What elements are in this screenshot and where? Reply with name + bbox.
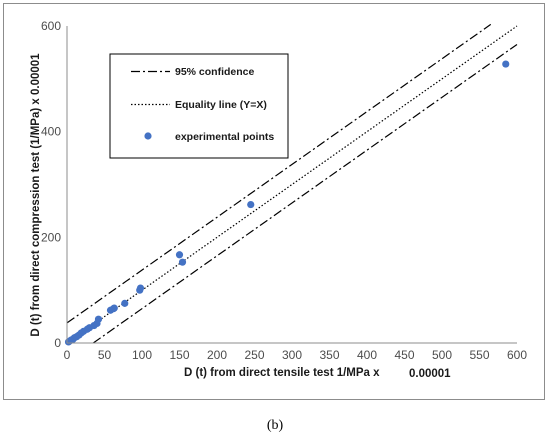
upper-confidence-line bbox=[66, 23, 492, 324]
y-tick-label: 0 bbox=[54, 336, 61, 350]
data-point bbox=[502, 60, 510, 68]
x-tick-label: 400 bbox=[357, 348, 377, 362]
data-point bbox=[110, 304, 118, 312]
y-tick-label: 200 bbox=[41, 230, 61, 244]
x-tick-label: 350 bbox=[319, 348, 339, 362]
axes bbox=[66, 26, 517, 344]
data-point bbox=[175, 251, 184, 259]
scatter-chart: 0 50 100 150 200 250 300 350 400 450 500 550 600 0 20… bbox=[30, 19, 528, 380]
experimental-points bbox=[64, 60, 510, 346]
y-tick-labels: 0 200 400 600 bbox=[41, 19, 61, 350]
figure-caption: (b) bbox=[266, 418, 284, 433]
x-tick-label: 550 bbox=[469, 348, 489, 362]
data-point bbox=[94, 315, 103, 323]
x-tick-label: 500 bbox=[432, 348, 452, 362]
x-tick-label: 450 bbox=[394, 348, 414, 362]
x-tick-label: 600 bbox=[507, 348, 527, 362]
data-point bbox=[121, 299, 129, 307]
data-point bbox=[178, 258, 187, 266]
x-tick-label: 200 bbox=[207, 348, 227, 362]
x-tick-label: 100 bbox=[132, 348, 152, 362]
x-tick-label: 300 bbox=[282, 348, 302, 362]
x-tick-label: 250 bbox=[244, 348, 264, 362]
legend: 95% confidence Equality line (Y=X) exper… bbox=[109, 53, 289, 159]
legend-label-equality: Equality line (Y=X) bbox=[175, 99, 267, 111]
x-tick-label: 50 bbox=[98, 348, 112, 362]
y-tick-label: 400 bbox=[41, 125, 61, 139]
legend-label-points: experimental points bbox=[175, 131, 274, 143]
lower-confidence-line bbox=[92, 44, 518, 344]
legend-swatch-points bbox=[144, 132, 152, 140]
data-point bbox=[136, 284, 145, 292]
x-axis-scale-label: 0.00001 bbox=[409, 368, 451, 380]
x-axis-title: D (t) from direct tensile test 1/MPa x bbox=[184, 367, 380, 379]
x-tick-label: 150 bbox=[169, 348, 189, 362]
y-axis-title: D (t) from direct compression test (1/MP… bbox=[30, 53, 42, 337]
x-tick-label: 0 bbox=[64, 348, 71, 362]
legend-label-confidence: 95% confidence bbox=[175, 66, 255, 78]
y-tick-label: 600 bbox=[41, 19, 61, 33]
data-point bbox=[247, 200, 255, 209]
x-tick-labels: 0 50 100 150 200 250 300 350 400 450 500 550 600 bbox=[64, 348, 528, 362]
